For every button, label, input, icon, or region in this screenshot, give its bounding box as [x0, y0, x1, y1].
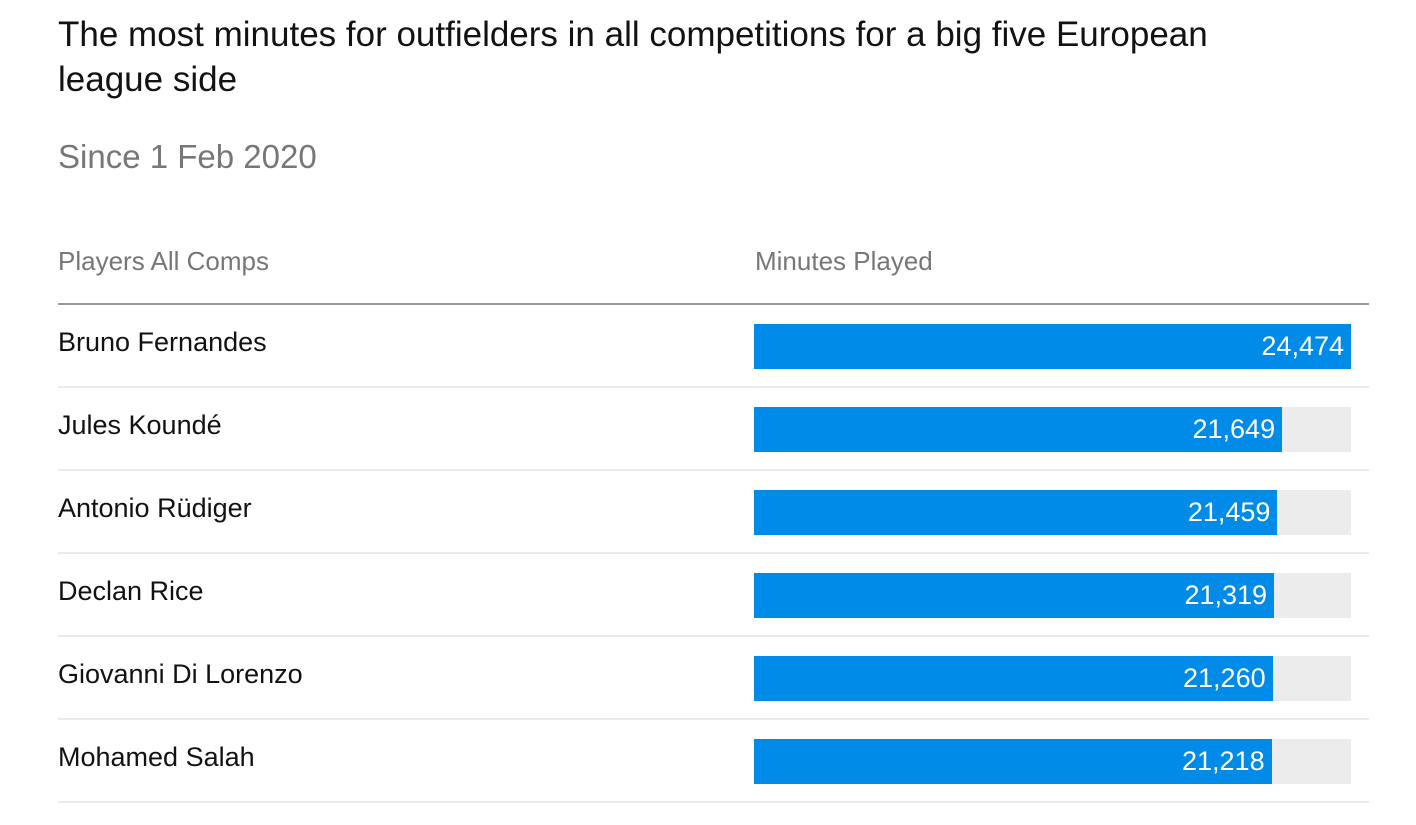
table-row: Bruno Fernandes 24,474	[58, 305, 1369, 388]
bar: 21,260	[754, 656, 1273, 701]
bar-track: 21,319	[754, 573, 1351, 618]
bar-track: 21,218	[754, 739, 1351, 784]
table-row: Antonio Rüdiger 21,459	[58, 471, 1369, 554]
player-name: Declan Rice	[58, 576, 204, 606]
bar-value-label: 21,260	[1183, 663, 1266, 693]
bar-track: 21,459	[754, 490, 1351, 535]
bar-value-label: 24,474	[1261, 331, 1344, 361]
player-name: Jules Koundé	[58, 410, 222, 440]
player-name: Mohamed Salah	[58, 742, 255, 772]
bar: 21,218	[754, 739, 1272, 784]
bar-track: 21,260	[754, 656, 1351, 701]
header-divider	[58, 303, 1369, 305]
bar-value-label: 21,459	[1187, 497, 1271, 527]
bar: 21,649	[754, 407, 1283, 452]
bar: 21,319	[754, 573, 1275, 618]
bar: 21,459	[754, 490, 1278, 535]
bar-value-label: 21,218	[1182, 746, 1265, 776]
chart-title: The most minutes for outfielders in all …	[58, 15, 1208, 99]
bar-value-label: 21,319	[1184, 580, 1268, 610]
player-name: Antonio Rüdiger	[58, 493, 252, 523]
table-row: Jules Koundé 21,649	[58, 388, 1369, 471]
bar-track: 21,649	[754, 407, 1351, 452]
chart-subtitle: Since 1 Feb 2020	[58, 138, 317, 175]
player-name: Bruno Fernandes	[58, 327, 267, 357]
bar: 24,474	[754, 324, 1351, 369]
bar-value-label: 21,649	[1192, 414, 1276, 444]
table-row: Declan Rice 21,319	[58, 554, 1369, 637]
table-row: Mohamed Salah 21,218	[58, 720, 1369, 803]
header-minutes: Minutes Played	[755, 246, 933, 276]
bar-track: 24,474	[754, 324, 1351, 369]
player-name: Giovanni Di Lorenzo	[58, 659, 303, 689]
header-players: Players All Comps	[58, 246, 269, 276]
table-row: Giovanni Di Lorenzo 21,260	[58, 637, 1369, 720]
